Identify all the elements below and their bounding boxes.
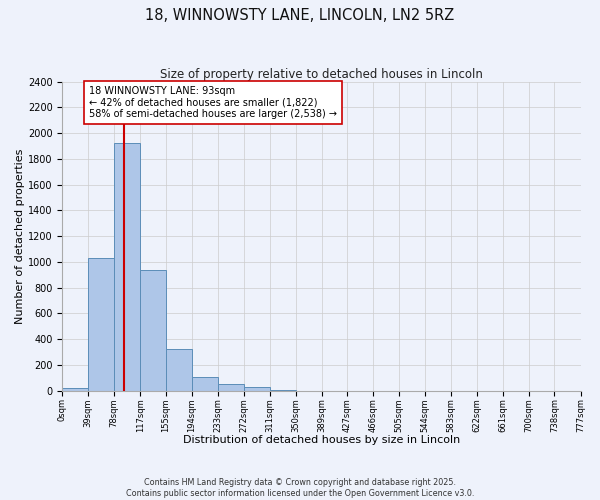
Bar <box>62 388 88 390</box>
Bar <box>166 350 191 391</box>
Bar <box>88 258 114 390</box>
Bar <box>140 270 166 390</box>
Bar <box>218 384 244 390</box>
Bar <box>191 377 218 390</box>
X-axis label: Distribution of detached houses by size in Lincoln: Distribution of detached houses by size … <box>183 435 460 445</box>
Title: Size of property relative to detached houses in Lincoln: Size of property relative to detached ho… <box>160 68 483 80</box>
Bar <box>244 388 269 390</box>
Text: 18 WINNOWSTY LANE: 93sqm
← 42% of detached houses are smaller (1,822)
58% of sem: 18 WINNOWSTY LANE: 93sqm ← 42% of detach… <box>89 86 337 118</box>
Y-axis label: Number of detached properties: Number of detached properties <box>15 148 25 324</box>
Text: Contains HM Land Registry data © Crown copyright and database right 2025.
Contai: Contains HM Land Registry data © Crown c… <box>126 478 474 498</box>
Text: 18, WINNOWSTY LANE, LINCOLN, LN2 5RZ: 18, WINNOWSTY LANE, LINCOLN, LN2 5RZ <box>145 8 455 22</box>
Bar <box>114 144 140 390</box>
